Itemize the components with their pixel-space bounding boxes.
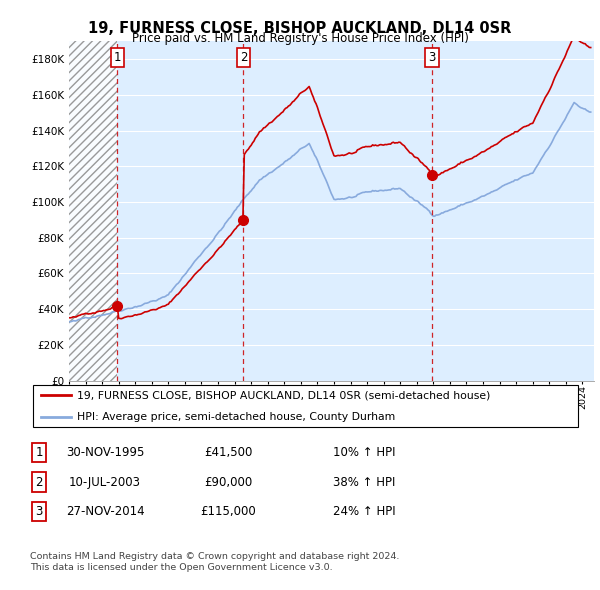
Text: 1: 1	[113, 51, 121, 64]
Text: 2: 2	[35, 476, 43, 489]
Text: £41,500: £41,500	[204, 446, 252, 459]
Text: 2: 2	[239, 51, 247, 64]
Text: Price paid vs. HM Land Registry's House Price Index (HPI): Price paid vs. HM Land Registry's House …	[131, 32, 469, 45]
Text: 30-NOV-1995: 30-NOV-1995	[66, 446, 144, 459]
Text: 38% ↑ HPI: 38% ↑ HPI	[333, 476, 395, 489]
Text: This data is licensed under the Open Government Licence v3.0.: This data is licensed under the Open Gov…	[30, 563, 332, 572]
Text: 10-JUL-2003: 10-JUL-2003	[69, 476, 141, 489]
Text: £115,000: £115,000	[200, 505, 256, 518]
Text: 3: 3	[428, 51, 436, 64]
Text: 27-NOV-2014: 27-NOV-2014	[65, 505, 145, 518]
Text: HPI: Average price, semi-detached house, County Durham: HPI: Average price, semi-detached house,…	[77, 412, 395, 422]
Text: 10% ↑ HPI: 10% ↑ HPI	[333, 446, 395, 459]
Text: 19, FURNESS CLOSE, BISHOP AUCKLAND, DL14 0SR (semi-detached house): 19, FURNESS CLOSE, BISHOP AUCKLAND, DL14…	[77, 390, 490, 400]
Text: 24% ↑ HPI: 24% ↑ HPI	[333, 505, 395, 518]
Bar	[69, 41, 118, 381]
Text: 3: 3	[35, 505, 43, 518]
Text: Contains HM Land Registry data © Crown copyright and database right 2024.: Contains HM Land Registry data © Crown c…	[30, 552, 400, 561]
Text: 19, FURNESS CLOSE, BISHOP AUCKLAND, DL14 0SR: 19, FURNESS CLOSE, BISHOP AUCKLAND, DL14…	[88, 21, 512, 35]
Text: 1: 1	[35, 446, 43, 459]
FancyBboxPatch shape	[33, 385, 578, 427]
Text: £90,000: £90,000	[204, 476, 252, 489]
